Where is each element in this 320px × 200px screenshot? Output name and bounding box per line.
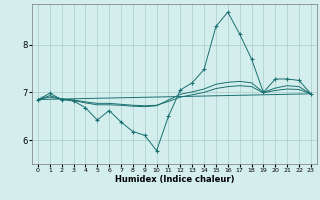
X-axis label: Humidex (Indice chaleur): Humidex (Indice chaleur) [115,175,234,184]
